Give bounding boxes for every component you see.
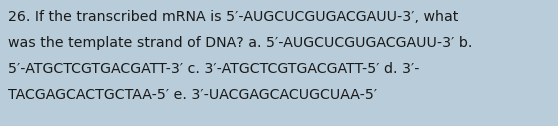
Text: TACGAGCACTGCTAA-5′ e. 3′-UACGAGCACUGCUAA-5′: TACGAGCACTGCTAA-5′ e. 3′-UACGAGCACUGCUAA… — [8, 88, 377, 102]
Text: 26. If the transcribed mRNA is 5′-AUGCUCGUGACGAUU-3′, what: 26. If the transcribed mRNA is 5′-AUGCUC… — [8, 10, 458, 24]
Text: 5′-ATGCTCGTGACGATT-3′ c. 3′-ATGCTCGTGACGATT-5′ d. 3′-: 5′-ATGCTCGTGACGATT-3′ c. 3′-ATGCTCGTGACG… — [8, 62, 420, 76]
Text: was the template strand of DNA? a. 5′-AUGCUCGUGACGAUU-3′ b.: was the template strand of DNA? a. 5′-AU… — [8, 36, 473, 50]
